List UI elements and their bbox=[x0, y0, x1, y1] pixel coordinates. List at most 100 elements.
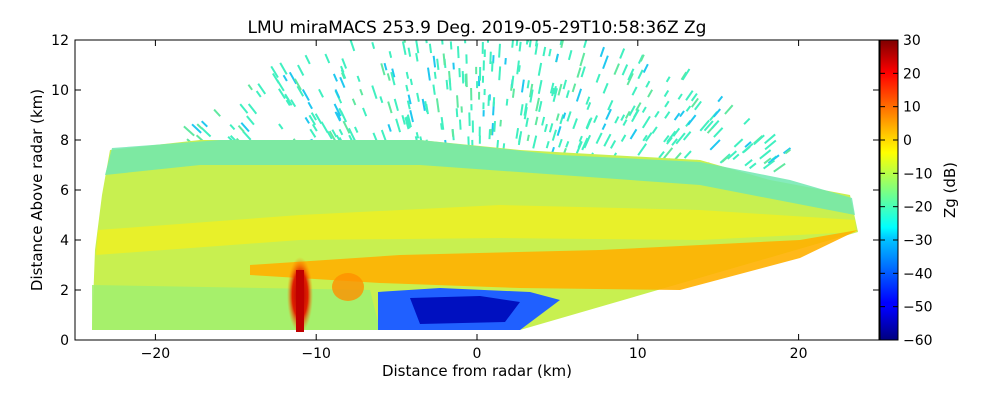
noise-streak bbox=[603, 133, 612, 147]
noise-streak bbox=[304, 54, 311, 65]
noise-streak bbox=[607, 99, 614, 111]
noise-streak bbox=[663, 89, 670, 98]
noise-streak bbox=[515, 40, 519, 46]
noise-streak bbox=[324, 53, 331, 64]
noise-streak bbox=[511, 40, 514, 48]
noise-streak bbox=[534, 43, 539, 55]
noise-streak bbox=[767, 154, 780, 165]
noise-streak bbox=[562, 79, 568, 90]
noise-streak bbox=[310, 112, 317, 121]
noise-streak bbox=[340, 65, 345, 73]
noise-streak bbox=[557, 83, 563, 96]
noise-streak bbox=[445, 79, 449, 90]
colorbar-tick-label: −40 bbox=[903, 266, 933, 282]
noise-streak bbox=[685, 90, 694, 101]
noise-streak bbox=[359, 88, 364, 96]
noise-streak bbox=[764, 139, 777, 151]
noise-streak bbox=[356, 75, 361, 83]
noise-streak bbox=[328, 130, 337, 142]
noise-streak bbox=[572, 118, 578, 130]
noise-streak bbox=[332, 73, 338, 82]
noise-streak bbox=[290, 99, 297, 108]
noise-streak bbox=[763, 157, 772, 165]
noise-streak bbox=[555, 113, 560, 121]
noise-streak bbox=[520, 79, 525, 93]
noise-streak bbox=[237, 124, 245, 133]
noise-streak bbox=[585, 96, 591, 105]
noise-streak bbox=[565, 90, 570, 99]
noise-streak bbox=[627, 68, 635, 81]
noise-streak bbox=[297, 64, 305, 76]
noise-streak bbox=[624, 110, 631, 119]
noise-streak bbox=[242, 130, 252, 141]
noise-streak bbox=[415, 40, 420, 54]
noise-streak bbox=[492, 97, 496, 107]
yellow-band-upper bbox=[96, 205, 856, 255]
noise-streak bbox=[380, 129, 387, 141]
noise-streak bbox=[255, 90, 262, 98]
noise-streak bbox=[773, 162, 786, 173]
colorbar-ticks: 30 20 10 0 −10 −20 −30 −40 −50 −60 bbox=[880, 33, 933, 349]
noise-streak bbox=[759, 149, 772, 160]
noise-streak bbox=[538, 100, 543, 113]
cloud-top-cyan bbox=[105, 140, 855, 215]
noise-streak bbox=[395, 118, 402, 133]
noise-streak bbox=[552, 87, 558, 102]
noise-streak bbox=[455, 108, 459, 118]
y-tick-label: 4 bbox=[60, 233, 69, 249]
noise-streak bbox=[639, 54, 645, 62]
colorbar-tick-label: 10 bbox=[903, 100, 921, 116]
noise-streak bbox=[748, 162, 757, 170]
noise-streak bbox=[744, 159, 753, 167]
noise-streak bbox=[440, 117, 445, 130]
noise-streak bbox=[351, 98, 357, 106]
noise-streak bbox=[658, 150, 665, 159]
noise-streak bbox=[339, 76, 346, 89]
noise-streak bbox=[690, 97, 699, 108]
noise-streak bbox=[304, 116, 310, 124]
noise-streak bbox=[583, 40, 588, 49]
noise-streak bbox=[333, 103, 342, 117]
noise-streak bbox=[609, 140, 617, 149]
noise-streak bbox=[421, 98, 426, 112]
noise-streak bbox=[602, 82, 609, 94]
noise-streak bbox=[379, 96, 384, 104]
noise-streak bbox=[308, 114, 317, 126]
noise-streak bbox=[613, 63, 620, 76]
noise-streak bbox=[301, 89, 310, 101]
noise-streak bbox=[601, 123, 607, 131]
noise-streak bbox=[449, 41, 453, 50]
colorbar-tick-label: 0 bbox=[903, 133, 912, 149]
noise-streak bbox=[534, 116, 539, 126]
noise-streak bbox=[565, 140, 570, 148]
x-tick-label: −10 bbox=[301, 346, 331, 362]
noise-streak bbox=[257, 83, 267, 95]
noise-streak bbox=[284, 94, 293, 106]
colorbar-tick-label: −10 bbox=[903, 166, 933, 182]
noise-streak bbox=[703, 120, 714, 132]
noise-streak bbox=[285, 99, 291, 106]
noise-streak bbox=[388, 51, 393, 58]
noise-streak bbox=[620, 134, 627, 142]
noise-streak bbox=[371, 41, 376, 49]
noise-streak bbox=[721, 155, 729, 163]
noise-streak bbox=[559, 114, 565, 125]
noise-streak bbox=[541, 116, 546, 126]
noise-streak bbox=[247, 84, 253, 91]
x-tick-label: −20 bbox=[141, 346, 171, 362]
chart-title: LMU miraMACS 253.9 Deg. 2019-05-29T10:58… bbox=[248, 18, 707, 38]
y-tick-label: 10 bbox=[51, 83, 69, 99]
x-tick-label: 0 bbox=[473, 346, 482, 362]
noise-streak bbox=[405, 71, 410, 79]
colorbar-label: Zg (dB) bbox=[941, 162, 959, 218]
y-tick-label: 8 bbox=[60, 133, 69, 149]
noise-streak bbox=[314, 113, 323, 125]
noise-streak bbox=[575, 88, 583, 102]
noise-streak bbox=[282, 74, 288, 82]
noise-streak bbox=[436, 58, 440, 70]
noise-streak bbox=[673, 112, 681, 121]
noise-streak bbox=[526, 134, 530, 142]
noise-streak bbox=[451, 129, 455, 137]
noise-streak bbox=[664, 111, 671, 119]
noise-streak bbox=[663, 147, 674, 159]
